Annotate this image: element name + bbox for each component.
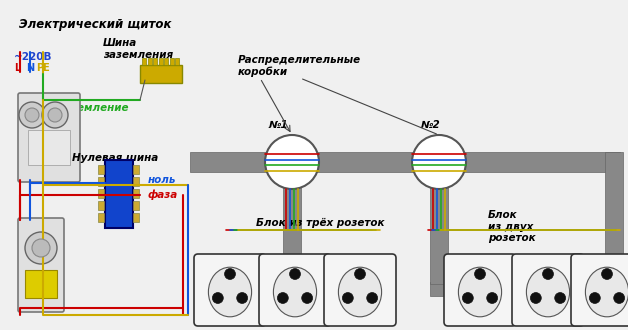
Bar	[175, 58, 179, 65]
Text: Шина
заземления: Шина заземления	[103, 38, 173, 60]
Bar	[133, 177, 139, 186]
Circle shape	[602, 269, 612, 280]
Circle shape	[475, 269, 485, 280]
Circle shape	[42, 102, 68, 128]
Bar	[170, 58, 173, 65]
Bar	[153, 58, 157, 65]
Circle shape	[531, 293, 541, 304]
Circle shape	[290, 269, 300, 280]
Ellipse shape	[526, 267, 570, 317]
Text: фаза: фаза	[148, 190, 178, 201]
Bar	[98, 213, 104, 222]
Circle shape	[412, 135, 466, 189]
Bar	[98, 177, 104, 186]
FancyBboxPatch shape	[324, 254, 396, 326]
Circle shape	[342, 293, 354, 304]
Bar	[105, 160, 133, 228]
Bar	[190, 152, 620, 172]
Text: Распределительные
коробки: Распределительные коробки	[238, 55, 361, 77]
Bar	[605, 152, 623, 297]
FancyBboxPatch shape	[18, 93, 80, 182]
Bar	[133, 189, 139, 198]
Circle shape	[25, 108, 39, 122]
Text: Электрический щиток: Электрический щиток	[19, 18, 171, 31]
FancyBboxPatch shape	[444, 254, 516, 326]
Circle shape	[614, 293, 625, 304]
Bar	[164, 58, 168, 65]
Circle shape	[212, 293, 224, 304]
Text: заземление: заземление	[58, 103, 129, 113]
Ellipse shape	[338, 267, 382, 317]
Bar	[142, 58, 146, 65]
FancyBboxPatch shape	[571, 254, 628, 326]
FancyBboxPatch shape	[512, 254, 584, 326]
Text: PE: PE	[36, 63, 50, 73]
Ellipse shape	[273, 267, 317, 317]
Text: ноль: ноль	[148, 175, 176, 185]
Bar	[430, 172, 448, 284]
Circle shape	[487, 293, 497, 304]
Circle shape	[462, 293, 474, 304]
Circle shape	[48, 108, 62, 122]
Text: Блок из трёх розеток: Блок из трёх розеток	[256, 218, 384, 228]
Bar	[133, 201, 139, 210]
FancyBboxPatch shape	[194, 254, 266, 326]
Circle shape	[301, 293, 313, 304]
FancyBboxPatch shape	[18, 218, 64, 312]
Circle shape	[19, 102, 45, 128]
Bar	[133, 165, 139, 174]
Circle shape	[590, 293, 600, 304]
Text: Нулевая шина: Нулевая шина	[72, 153, 158, 163]
Bar	[148, 58, 151, 65]
Bar	[98, 189, 104, 198]
Circle shape	[237, 293, 247, 304]
Text: Блок
из двух
розеток: Блок из двух розеток	[488, 210, 536, 243]
Circle shape	[278, 293, 288, 304]
Ellipse shape	[208, 267, 252, 317]
Circle shape	[355, 269, 365, 280]
Text: L: L	[14, 63, 20, 73]
Bar	[158, 58, 163, 65]
Circle shape	[543, 269, 553, 280]
Bar	[430, 282, 625, 296]
Circle shape	[265, 135, 319, 189]
Bar	[283, 172, 301, 287]
Bar	[98, 201, 104, 210]
Text: ~220В: ~220В	[14, 52, 53, 62]
Circle shape	[32, 239, 50, 257]
Circle shape	[555, 293, 566, 304]
Text: №2: №2	[420, 120, 440, 130]
Ellipse shape	[585, 267, 628, 317]
Bar	[133, 213, 139, 222]
Text: N: N	[26, 63, 34, 73]
Circle shape	[25, 232, 57, 264]
FancyBboxPatch shape	[1, 4, 194, 327]
Circle shape	[225, 269, 236, 280]
Bar	[28, 130, 70, 165]
Text: №1: №1	[268, 120, 288, 130]
Bar	[140, 65, 182, 83]
Bar	[25, 270, 57, 298]
FancyBboxPatch shape	[259, 254, 331, 326]
Circle shape	[367, 293, 377, 304]
Ellipse shape	[458, 267, 502, 317]
Bar	[98, 165, 104, 174]
